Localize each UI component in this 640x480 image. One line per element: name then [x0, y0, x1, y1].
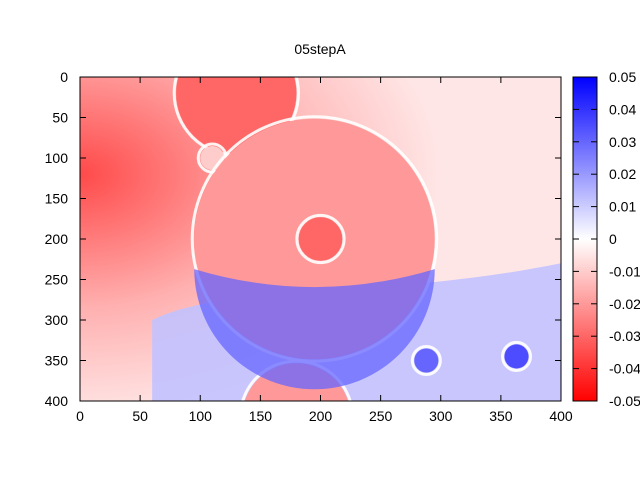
step-crescent — [194, 269, 435, 390]
x-tick-label: 400 — [549, 408, 573, 424]
y-tick-label: 300 — [45, 312, 69, 328]
y-tick-label: 250 — [45, 272, 69, 288]
circle-fill — [504, 344, 529, 369]
colorbar-tick-label: 0.04 — [609, 101, 636, 117]
y-tick-label: 0 — [60, 69, 68, 85]
heatmap-circle-5 — [500, 340, 533, 372]
heatmap-features — [152, 77, 561, 401]
x-axis: 0 50 100 150 200 250 300 350 400 — [76, 77, 573, 424]
colorbar-tick-label: -0.04 — [609, 361, 640, 377]
x-tick-label: 250 — [369, 408, 393, 424]
y-tick-label: 200 — [45, 231, 69, 247]
x-tick-label: 100 — [189, 408, 213, 424]
colorbar-tick-label: -0.03 — [609, 328, 640, 344]
y-tick-label: 350 — [45, 353, 69, 369]
y-tick-label: 50 — [52, 110, 68, 126]
colorbar-tick-label: 0.05 — [609, 69, 636, 85]
x-tick-label: 0 — [76, 408, 84, 424]
circle-rim — [295, 213, 346, 265]
x-tick-label: 300 — [429, 408, 453, 424]
colorbar-tick-label: 0.02 — [609, 166, 636, 182]
chart-title: 05stepA — [294, 41, 346, 57]
colorbar-tick-label: 0 — [609, 231, 617, 247]
y-axis: 0 50 100 150 200 250 300 350 400 — [45, 69, 561, 409]
heatmap-circle-4 — [410, 344, 442, 377]
y-tick-label: 400 — [45, 393, 69, 409]
circle-fill — [414, 348, 439, 373]
colorbar-tick-label: -0.01 — [609, 263, 640, 279]
colorbar-axis: 0.05 0.04 0.03 0.02 0.01 0 -0.01 -0.02 -0.03 -0.0… — [573, 69, 640, 409]
heatmap-plot-area — [80, 77, 561, 401]
x-tick-label: 50 — [132, 408, 148, 424]
colorbar-tick-label: 0.03 — [609, 134, 636, 150]
x-tick-label: 200 — [309, 408, 333, 424]
circle-rim — [410, 344, 442, 377]
inner-circle — [298, 217, 343, 261]
colorbar-tick-label: -0.05 — [609, 393, 640, 409]
y-tick-label: 150 — [45, 191, 69, 207]
circle-rim — [500, 340, 533, 372]
x-tick-label: 150 — [249, 408, 273, 424]
y-tick-label: 100 — [45, 150, 69, 166]
colorbar-tick-label: -0.02 — [609, 296, 640, 312]
x-tick-label: 350 — [489, 408, 513, 424]
colorbar-tick-label: 0.01 — [609, 199, 636, 215]
